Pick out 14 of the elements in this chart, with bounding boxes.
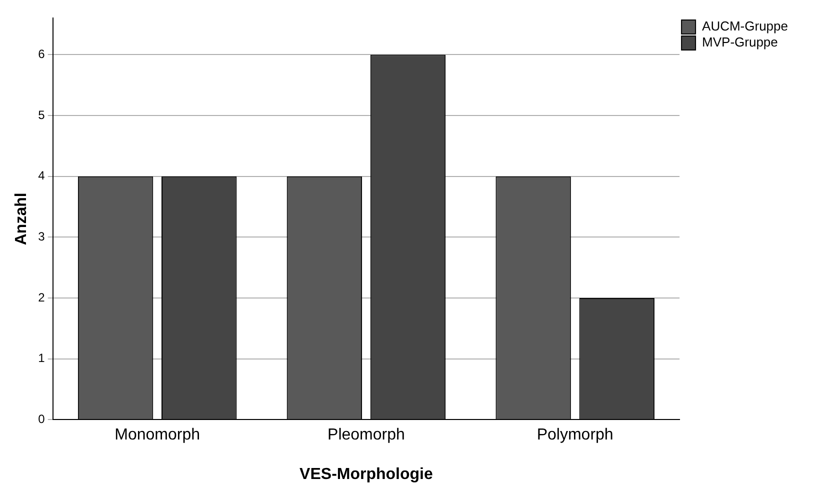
x-axis-title: VES-Morphologie bbox=[300, 466, 433, 483]
x-tick-label: Monomorph bbox=[114, 426, 200, 444]
x-tick-label: Polymorph bbox=[536, 426, 614, 444]
y-tick-label: 3 bbox=[38, 229, 46, 244]
legend-label: AUCM-Gruppe bbox=[702, 18, 788, 34]
x-tick-label: Pleomorph bbox=[328, 426, 405, 444]
legend-label: MVP-Gruppe bbox=[702, 34, 778, 50]
y-tick-label: 4 bbox=[38, 168, 46, 183]
y-axis-title: Anzahl bbox=[13, 192, 30, 246]
y-tick-label: 5 bbox=[38, 108, 46, 122]
y-tick-label: 6 bbox=[38, 47, 46, 62]
y-tick-label: 1 bbox=[38, 351, 46, 366]
y-tick-label: 0 bbox=[38, 412, 46, 426]
y-tick-label: 2 bbox=[38, 290, 46, 304]
